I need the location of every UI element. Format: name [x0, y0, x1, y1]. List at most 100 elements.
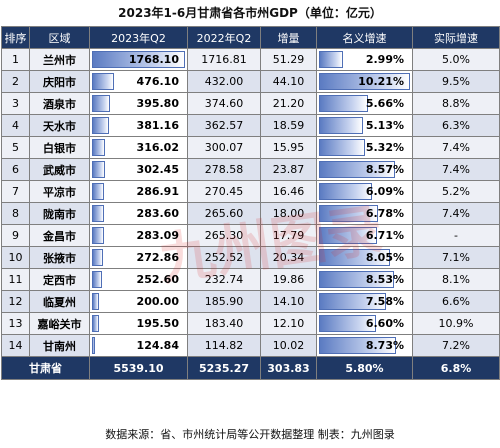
increase-cell: 16.46: [260, 180, 317, 203]
nominal-growth-bar: [319, 293, 386, 310]
total-nominal-growth: 5.80%: [316, 356, 413, 380]
nominal-growth-value: 6.71%: [365, 228, 404, 242]
nominal-growth-value: 6.78%: [365, 206, 404, 220]
region-cell: 临夏州: [29, 290, 90, 313]
nominal-growth-value: 8.53%: [365, 272, 404, 286]
region-cell: 陇南市: [29, 202, 90, 225]
nominal-growth-bar: [319, 205, 379, 222]
real-growth-cell: 6.3%: [412, 114, 500, 137]
region-cell: 酒泉市: [29, 92, 90, 115]
table-row: 7 平凉市 286.91 270.45 16.46 6.09% 5.2%: [1, 180, 500, 203]
rank-cell: 14: [1, 334, 30, 357]
rank-cell: 9: [1, 224, 30, 247]
nominal-growth-value: 6.60%: [365, 316, 404, 330]
region-cell: 平凉市: [29, 180, 90, 203]
gdp-2023-bar: [92, 205, 104, 222]
table-row: 9 金昌市 283.09 265.30 17.79 6.71% -: [1, 224, 500, 247]
gdp-2023-bar: [92, 271, 102, 288]
gdp-2023-cell: 283.60: [89, 202, 188, 225]
real-growth-cell: 7.4%: [412, 202, 500, 225]
gdp-2022-cell: 183.40: [187, 312, 261, 335]
gdp-2022-cell: 232.74: [187, 268, 261, 291]
nominal-growth-bar: [319, 271, 395, 288]
total-increase: 303.83: [260, 356, 317, 380]
increase-cell: 12.10: [260, 312, 317, 335]
table-row: 2 庆阳市 476.10 432.00 44.10 10.21% 9.5%: [1, 70, 500, 93]
gdp-2023-bar: [92, 227, 104, 244]
nominal-growth-value: 5.32%: [365, 140, 404, 154]
table-body: 1 兰州市 1768.10 1716.81 51.29 2.99% 5.0% 2…: [1, 48, 500, 357]
real-growth-cell: 7.4%: [412, 158, 500, 181]
header-region: 区域: [29, 26, 90, 49]
gdp-2023-bar: [92, 249, 103, 266]
region-cell: 金昌市: [29, 224, 90, 247]
increase-cell: 51.29: [260, 48, 317, 71]
gdp-2023-cell: 124.84: [89, 334, 188, 357]
header-row: 排序 区域 2023年Q2 2022年Q2 增量 名义增速 实际增速: [1, 26, 500, 49]
region-cell: 定西市: [29, 268, 90, 291]
table-row: 10 张掖市 272.86 252.52 20.34 8.05% 7.1%: [1, 246, 500, 269]
gdp-2023-cell: 316.02: [89, 136, 188, 159]
gdp-2023-cell: 395.80: [89, 92, 188, 115]
gdp-2023-bar: [92, 315, 99, 332]
header-gdp-2023: 2023年Q2: [89, 26, 188, 49]
nominal-growth-value: 10.21%: [358, 74, 404, 88]
real-growth-cell: 5.0%: [412, 48, 500, 71]
nominal-growth-value: 6.09%: [365, 184, 404, 198]
region-cell: 武威市: [29, 158, 90, 181]
real-growth-cell: 6.6%: [412, 290, 500, 313]
gdp-2023-value: 381.16: [136, 118, 179, 132]
nominal-growth-cell: 5.32%: [316, 136, 413, 159]
real-growth-cell: 10.9%: [412, 312, 500, 335]
real-growth-cell: 7.4%: [412, 136, 500, 159]
nominal-growth-bar: [319, 161, 395, 178]
gdp-2023-value: 272.86: [136, 250, 179, 264]
region-cell: 甘南州: [29, 334, 90, 357]
total-gdp-2023: 5539.10: [89, 356, 188, 380]
gdp-2023-value: 302.45: [136, 162, 179, 176]
table-row: 3 酒泉市 395.80 374.60 21.20 5.66% 8.8%: [1, 92, 500, 115]
nominal-growth-bar: [319, 139, 365, 156]
increase-cell: 18.59: [260, 114, 317, 137]
gdp-2023-cell: 286.91: [89, 180, 188, 203]
nominal-growth-value: 7.58%: [365, 294, 404, 308]
nominal-growth-value: 5.13%: [365, 118, 404, 132]
nominal-growth-bar: [319, 227, 378, 244]
nominal-growth-cell: 6.09%: [316, 180, 413, 203]
table-row: 5 白银市 316.02 300.07 15.95 5.32% 7.4%: [1, 136, 500, 159]
gdp-2023-bar: [92, 95, 110, 112]
gdp-2023-bar: [92, 73, 115, 90]
gdp-2023-value: 476.10: [136, 74, 179, 88]
table-row: 12 临夏州 200.00 185.90 14.10 7.58% 6.6%: [1, 290, 500, 313]
total-row: 甘肃省 5539.10 5235.27 303.83 5.80% 6.8%: [1, 356, 500, 380]
nominal-growth-cell: 10.21%: [316, 70, 413, 93]
real-growth-cell: 7.1%: [412, 246, 500, 269]
gdp-2022-cell: 278.58: [187, 158, 261, 181]
header-real-growth: 实际增速: [412, 26, 500, 49]
nominal-growth-cell: 6.60%: [316, 312, 413, 335]
region-cell: 白银市: [29, 136, 90, 159]
header-increase: 增量: [260, 26, 317, 49]
gdp-2023-cell: 195.50: [89, 312, 188, 335]
gdp-2023-value: 283.60: [136, 206, 179, 220]
nominal-growth-bar: [319, 95, 368, 112]
gdp-2023-value: 124.84: [136, 338, 179, 352]
gdp-2023-cell: 381.16: [89, 114, 188, 137]
table-row: 11 定西市 252.60 232.74 19.86 8.53% 8.1%: [1, 268, 500, 291]
increase-cell: 21.20: [260, 92, 317, 115]
gdp-2022-cell: 300.07: [187, 136, 261, 159]
rank-cell: 4: [1, 114, 30, 137]
rank-cell: 6: [1, 158, 30, 181]
nominal-growth-cell: 7.58%: [316, 290, 413, 313]
header-rank: 排序: [1, 26, 30, 49]
gdp-2022-cell: 185.90: [187, 290, 261, 313]
gdp-2023-cell: 283.09: [89, 224, 188, 247]
nominal-growth-value: 2.99%: [365, 52, 404, 66]
table-row: 6 武威市 302.45 278.58 23.87 8.57% 7.4%: [1, 158, 500, 181]
real-growth-cell: 5.2%: [412, 180, 500, 203]
table-row: 1 兰州市 1768.10 1716.81 51.29 2.99% 5.0%: [1, 48, 500, 71]
total-real-growth: 6.8%: [412, 356, 500, 380]
gdp-2023-cell: 302.45: [89, 158, 188, 181]
gdp-2022-cell: 1716.81: [187, 48, 261, 71]
